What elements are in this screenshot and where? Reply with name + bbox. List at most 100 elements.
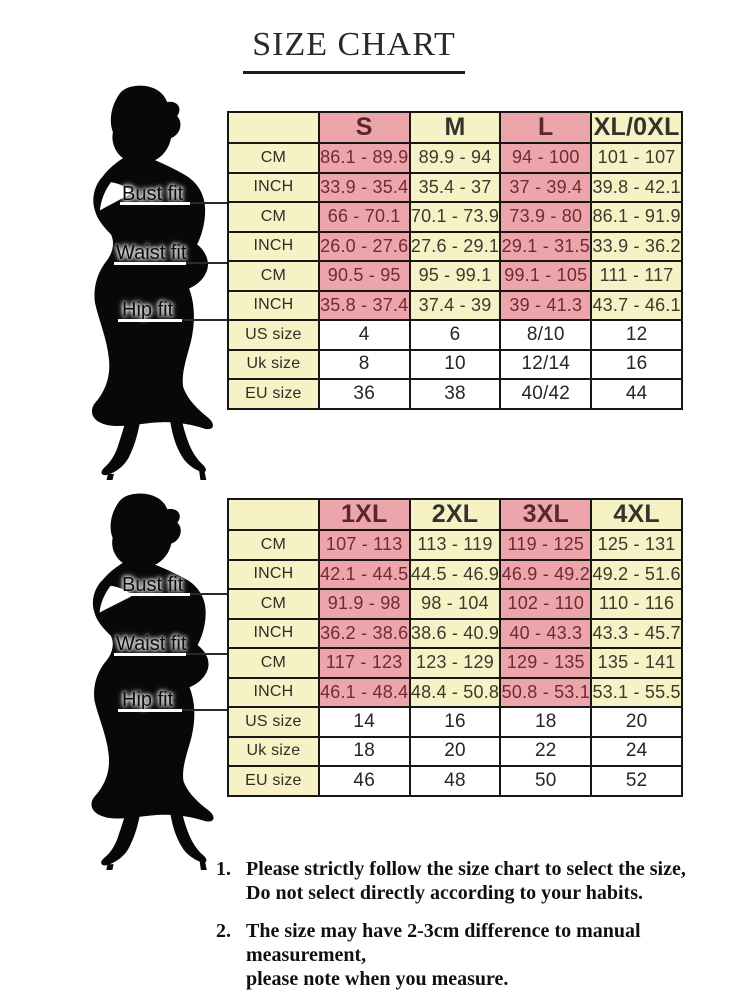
size-value-cell: 46 [317, 765, 411, 797]
size-value-cell: 119 - 125 [499, 529, 593, 561]
size-value-cell: 18 [317, 735, 411, 767]
size-value-cell: 36 [317, 378, 411, 410]
column-header-cell: 1XL [317, 498, 411, 531]
size-value-cell: 39 - 41.3 [499, 289, 593, 321]
arm-gap [99, 585, 133, 613]
size-value-cell: 35.4 - 37 [408, 171, 502, 203]
row-label-cell: US size [227, 319, 320, 351]
heel-left [106, 473, 114, 480]
size-value-cell: 44.5 - 46.9 [408, 558, 502, 590]
size-value-cell: 101 - 107 [590, 142, 683, 174]
size-value-cell: 125 - 131 [590, 529, 683, 561]
size-value-cell: 46.9 - 49.2 [499, 558, 593, 590]
leg-left [101, 412, 141, 476]
size-value-cell: 95 - 99.1 [408, 260, 502, 292]
corner-cell [227, 498, 320, 531]
note-text: Please strictly follow the size chart to… [246, 857, 736, 905]
row-label-cell: EU size [227, 765, 320, 797]
row-label-cell: CM [227, 529, 320, 561]
heel-left [106, 864, 114, 870]
size-value-cell: 33.9 - 36.2 [590, 230, 683, 262]
row-label-cell: EU size [227, 378, 320, 410]
size-value-cell: 91.9 - 98 [317, 588, 411, 620]
note-line: Do not select directly according to your… [246, 882, 644, 904]
hip-fit-underline [118, 319, 182, 322]
note-number: 2. [216, 920, 231, 942]
note-item: 1. Please strictly follow the size chart… [216, 857, 736, 905]
size-value-cell: 29.1 - 31.5 [499, 230, 593, 262]
row-label-cell: CM [227, 588, 320, 620]
size-value-cell: 36.2 - 38.6 [317, 617, 411, 649]
note-text: The size may have 2-3cm difference to ma… [246, 919, 736, 991]
row-label-cell: US size [227, 706, 320, 738]
size-value-cell: 111 - 117 [590, 260, 683, 292]
page-title-text: SIZE CHART [252, 26, 456, 63]
hip-fit-underline [118, 709, 182, 712]
heel-right [199, 859, 207, 870]
size-value-cell: 43.7 - 46.1 [590, 289, 683, 321]
size-value-cell: 53.1 - 55.5 [590, 676, 683, 708]
woman-silhouette [91, 85, 213, 480]
bust-fit-line [186, 202, 228, 204]
row-label-cell: CM [227, 260, 320, 292]
size-value-cell: 37 - 39.4 [499, 171, 593, 203]
hip-fit-line [178, 319, 228, 321]
row-label-cell: INCH [227, 617, 320, 649]
size-value-cell: 98 - 104 [408, 588, 502, 620]
row-label-cell: Uk size [227, 735, 320, 767]
column-header-cell: L [499, 111, 593, 144]
waist-fit-line [182, 653, 228, 655]
leg-right [169, 803, 207, 863]
column-header-cell: 2XL [408, 498, 502, 531]
size-value-cell: 38 [408, 378, 502, 410]
waist-fit-label: Waist fit [116, 242, 187, 264]
leg-left [101, 805, 141, 866]
waist-fit-label: Waist fit [116, 633, 187, 655]
size-value-cell: 44 [590, 378, 683, 410]
row-label-cell: CM [227, 142, 320, 174]
row-label-cell: CM [227, 201, 320, 233]
body [91, 85, 213, 430]
corner-cell [227, 111, 320, 144]
size-value-cell: 70.1 - 73.9 [408, 201, 502, 233]
row-label-cell: INCH [227, 171, 320, 203]
size-table-s-to-xl: S M L XL/0XL CM 86.1 - 89.9 89.9 - 94 94 - 100 1… [227, 111, 683, 410]
size-value-cell: 113 - 119 [408, 529, 502, 561]
waist-fit-underline [114, 653, 186, 656]
size-value-cell: 37.4 - 39 [408, 289, 502, 321]
waist-fit-underline [114, 262, 186, 265]
size-value-cell: 24 [590, 735, 683, 767]
notes-list: 1. Please strictly follow the size chart… [216, 857, 736, 1000]
size-table-1xl-to-4xl: 1XL 2XL 3XL 4XL CM 107 - 113 113 - 119 119 - 12… [227, 498, 683, 797]
size-value-cell: 89.9 - 94 [408, 142, 502, 174]
size-value-cell: 6 [408, 319, 502, 351]
size-value-cell: 27.6 - 29.1 [408, 230, 502, 262]
row-label-cell: Uk size [227, 348, 320, 380]
size-value-cell: 102 - 110 [499, 588, 593, 620]
note-item: 2. The size may have 2-3cm difference to… [216, 919, 736, 991]
waist-fit-line [182, 262, 228, 264]
size-value-cell: 20 [408, 735, 502, 767]
size-value-cell: 50 [499, 765, 593, 797]
size-value-cell: 123 - 129 [408, 647, 502, 679]
woman-silhouette [91, 493, 214, 870]
bust-fit-underline [120, 202, 190, 205]
size-value-cell: 18 [499, 706, 593, 738]
bust-fit-label: Bust fit [122, 574, 184, 596]
size-value-cell: 12 [590, 319, 683, 351]
size-value-cell: 40/42 [499, 378, 593, 410]
column-header-cell: S [317, 111, 411, 144]
note-number: 1. [216, 858, 231, 880]
size-value-cell: 14 [317, 706, 411, 738]
size-value-cell: 26.0 - 27.6 [317, 230, 411, 262]
bust-fit-underline [120, 593, 190, 596]
size-value-cell: 20 [590, 706, 683, 738]
note-line: Please strictly follow the size chart to… [246, 858, 686, 880]
size-value-cell: 40 - 43.3 [499, 617, 593, 649]
size-value-cell: 33.9 - 35.4 [317, 171, 411, 203]
hip-fit-label: Hip fit [122, 299, 174, 321]
row-label-cell: INCH [227, 289, 320, 321]
size-value-cell: 86.1 - 91.9 [590, 201, 683, 233]
page-title: SIZE CHART [243, 26, 465, 74]
